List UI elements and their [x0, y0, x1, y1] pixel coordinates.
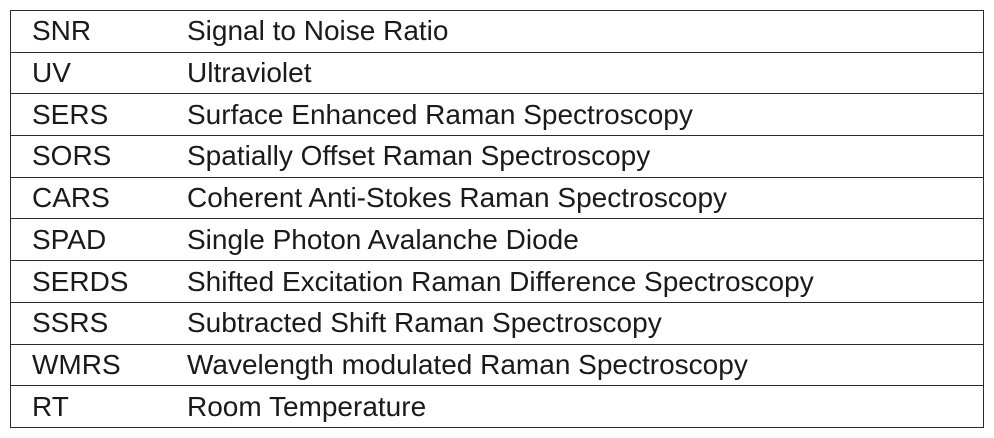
abbreviation: WMRS	[11, 343, 187, 386]
definition: Room Temperature	[187, 385, 983, 427]
table-row: SSRS Subtracted Shift Raman Spectroscopy	[11, 301, 983, 345]
definition: Wavelength modulated Raman Spectroscopy	[187, 343, 983, 386]
abbreviation: SPAD	[11, 218, 187, 261]
table-row: UV Ultraviolet	[11, 51, 983, 94]
abbreviation-table: SNR Signal to Noise Ratio UV Ultraviolet SER…	[10, 10, 984, 428]
abbreviation: SSRS	[11, 301, 187, 345]
table-row: SERS Surface Enhanced Raman Spectroscopy	[11, 93, 983, 136]
table-row: WMRS Wavelength modulated Raman Spectrosc…	[11, 343, 983, 386]
table: SNR Signal to Noise Ratio UV Ultraviolet SER…	[11, 11, 983, 427]
abbreviation: SERDS	[11, 260, 187, 303]
definition: Shifted Excitation Raman Difference Spec…	[187, 260, 983, 303]
table-row: CARS Coherent Anti-Stokes Raman Spectrosc…	[11, 176, 983, 219]
table-row: SPAD Single Photon Avalanche Diode	[11, 218, 983, 261]
definition: Single Photon Avalanche Diode	[187, 218, 983, 261]
definition: Coherent Anti-Stokes Raman Spectroscopy	[187, 176, 983, 219]
abbreviation: RT	[11, 385, 187, 427]
abbreviation: CARS	[11, 176, 187, 219]
definition: Signal to Noise Ratio	[187, 15, 449, 47]
definition: Ultraviolet	[187, 51, 983, 94]
table-row: SERDS Shifted Excitation Raman Difference…	[11, 260, 983, 303]
table-row: SORS Spatially Offset Raman Spectroscopy	[11, 134, 983, 178]
table-row: SNR Signal to Noise Ratio	[11, 11, 983, 52]
table-row: RT Room Temperature	[11, 385, 983, 427]
definition: Subtracted Shift Raman Spectroscopy	[187, 301, 983, 345]
abbreviation: SORS	[11, 134, 187, 178]
abbreviation: UV	[11, 51, 187, 94]
definition: Surface Enhanced Raman Spectroscopy	[187, 93, 983, 136]
abbreviation: SERS	[11, 93, 187, 136]
abbreviation: SNR	[32, 15, 92, 47]
definition: Spatially Offset Raman Spectroscopy	[187, 134, 983, 178]
